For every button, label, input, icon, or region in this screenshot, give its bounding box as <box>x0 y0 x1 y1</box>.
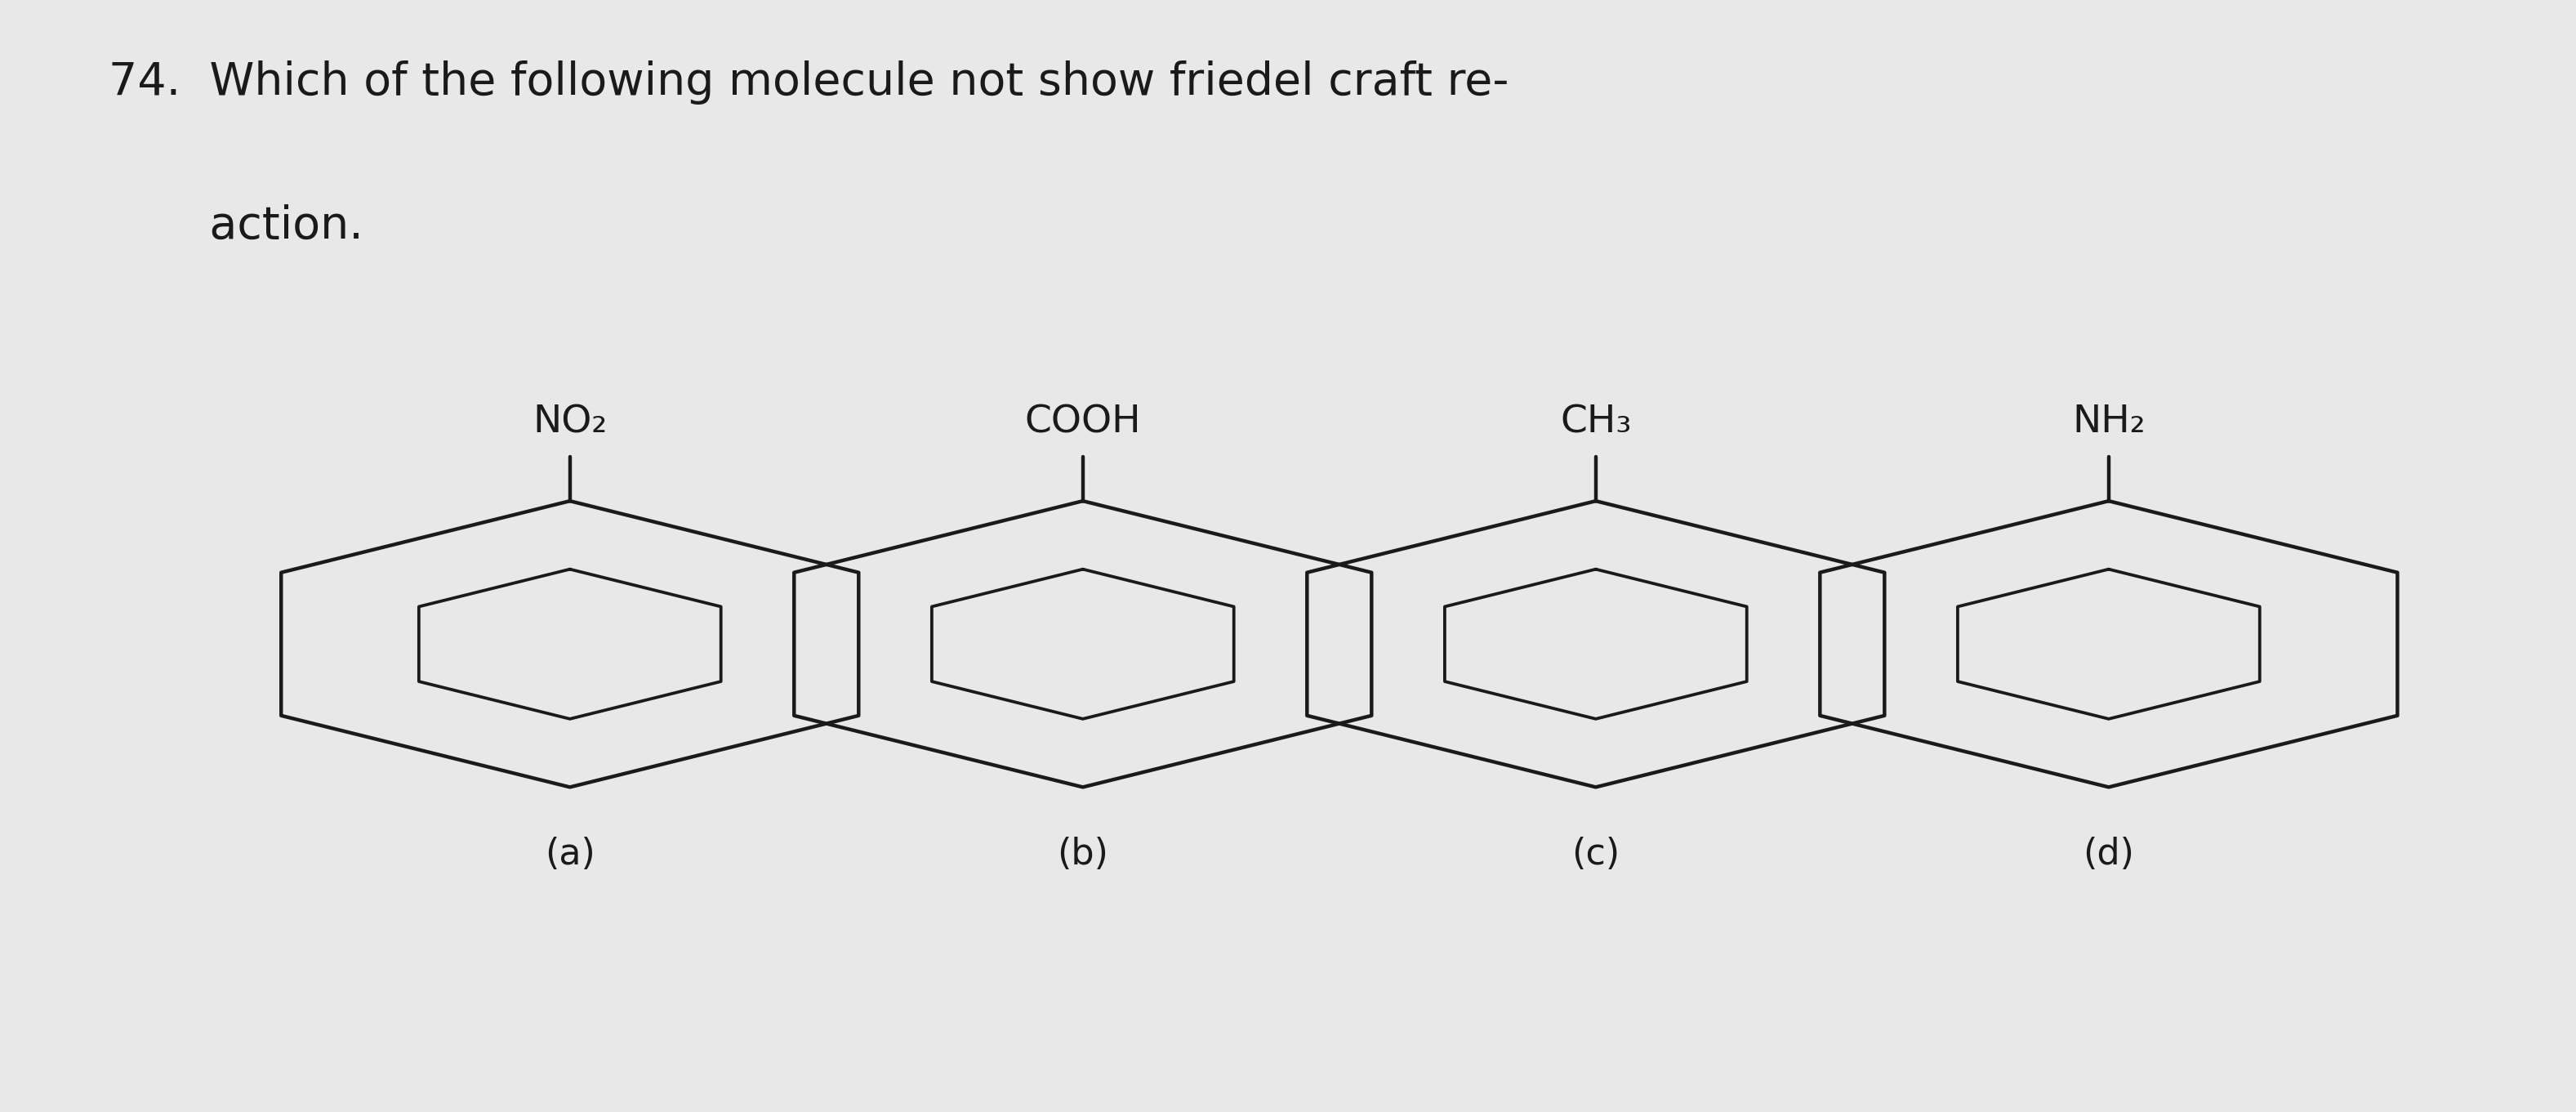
Text: (d): (d) <box>2084 836 2136 872</box>
Text: CH₃: CH₃ <box>1561 404 1631 440</box>
Text: (c): (c) <box>1571 836 1620 872</box>
Text: (a): (a) <box>544 836 595 872</box>
Text: 74.  Which of the following molecule not show friedel craft re-: 74. Which of the following molecule not … <box>108 61 1510 105</box>
Text: NH₂: NH₂ <box>2071 404 2146 440</box>
Text: NO₂: NO₂ <box>533 404 608 440</box>
Text: COOH: COOH <box>1025 404 1141 440</box>
Text: action.: action. <box>108 203 363 248</box>
Text: (b): (b) <box>1056 836 1108 872</box>
